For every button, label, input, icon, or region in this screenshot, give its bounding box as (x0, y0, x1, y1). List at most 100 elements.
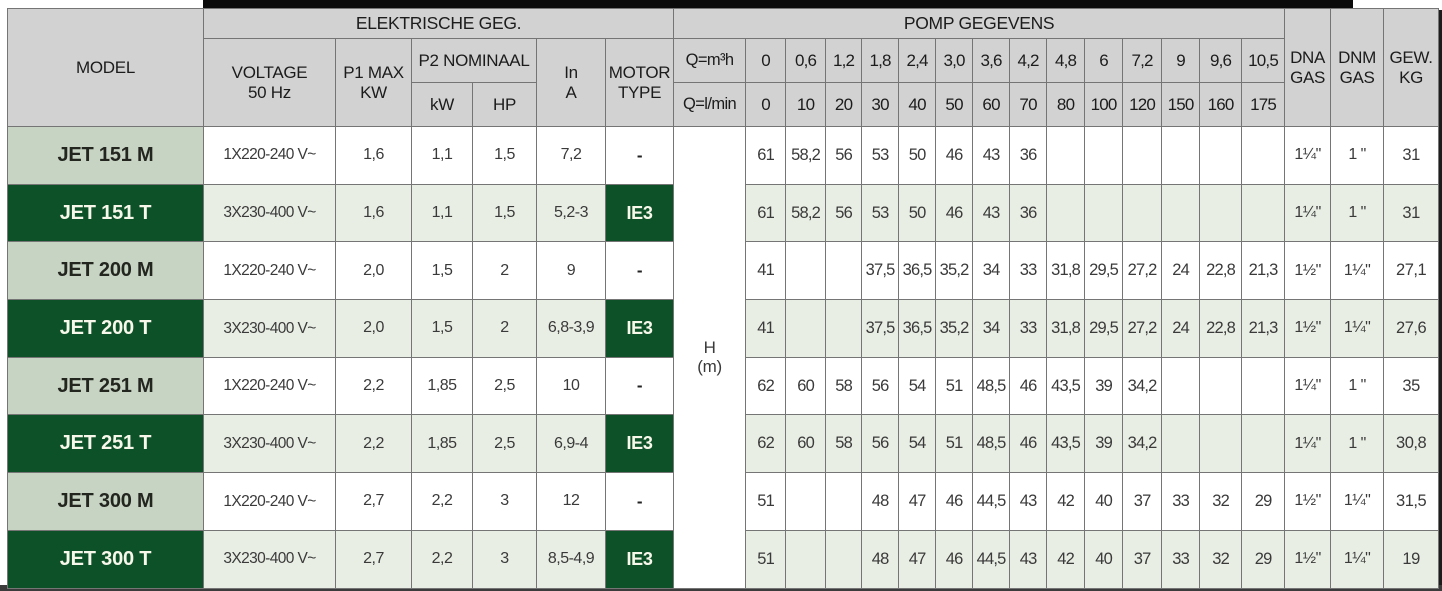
head-value (785, 241, 827, 301)
dna-gas-value: 1½" (1284, 472, 1332, 531)
q-lmin-value: 50 (935, 82, 974, 127)
p2-kw-value: 1,1 (411, 126, 473, 185)
gew-kg-value: 31,5 (1383, 472, 1440, 531)
head-value: 43 (1009, 472, 1048, 531)
table-right-border-bar (1436, 10, 1442, 588)
pomp-gegevens-header: POMP GEGEVENS (673, 8, 1286, 39)
pump-row: JET 251 T 3X230-400 V~ 2,2 1,85 2,5 6,9-4 IE3 6… (7, 414, 1440, 474)
voltage-value: 3X230-400 V~ (203, 299, 336, 358)
voltage-value: 3X230-400 V~ (203, 414, 336, 474)
head-value (1161, 126, 1201, 185)
q-m3h-value: 3,6 (972, 38, 1011, 83)
head-value: 29 (1241, 529, 1286, 589)
model-name: JET 200 T (7, 299, 204, 358)
head-value (1241, 414, 1286, 474)
head-value (785, 299, 827, 358)
head-value: 32 (1199, 529, 1243, 589)
gew-kg-value: 35 (1383, 356, 1440, 416)
dna-gas-value: 1¼" (1284, 414, 1332, 474)
head-value: 34,2 (1122, 414, 1163, 474)
head-value: 43 (1009, 529, 1048, 589)
motor-type-value: IE3 (604, 529, 675, 589)
q-lmin-value: 0 (745, 82, 787, 127)
elektrische-geg-header: ELEKTRISCHE GEG. (202, 8, 675, 39)
head-value: 41 (745, 299, 787, 358)
head-value: 32 (1199, 472, 1243, 531)
head-value: 33 (1161, 529, 1201, 589)
head-value: 48,5 (972, 414, 1011, 474)
dna-gas-value: 1½" (1284, 299, 1332, 358)
head-value: 21,3 (1241, 241, 1286, 301)
dna-gas-value: 1¼" (1284, 356, 1332, 416)
p2-nominaal-header: P2 NOMINAAL (411, 38, 537, 83)
head-value: 46 (1009, 414, 1048, 474)
dnm-gas-value: 1¼" (1330, 529, 1385, 589)
head-value: 33 (1161, 472, 1201, 531)
head-value: 61 (745, 126, 787, 185)
head-value: 43 (972, 126, 1011, 185)
head-value: 29,5 (1084, 241, 1124, 301)
q-m3h-value: 2,4 (898, 38, 937, 83)
table-top-border-bar (203, 0, 1353, 9)
p1-max-value: 2,7 (335, 472, 412, 531)
head-value: 48 (861, 472, 900, 531)
head-value: 27,2 (1122, 299, 1163, 358)
head-value: 56 (825, 183, 863, 243)
voltage-value: 1X220-240 V~ (203, 126, 336, 185)
head-value: 46 (935, 472, 974, 531)
head-value: 22,8 (1199, 241, 1243, 301)
head-value: 33 (1009, 299, 1048, 358)
pump-spec-table: MODEL ELEKTRISCHE GEG. POMP GEGEVENS DNA… (7, 8, 1440, 589)
p2-kw-value: 1,85 (411, 414, 473, 474)
p2-kw-value: 1,5 (411, 299, 473, 358)
head-value: 54 (898, 356, 937, 416)
q-m3h-value: 0,6 (785, 38, 827, 83)
q-m3h-value: 3,0 (935, 38, 974, 83)
q-lmin-value: 60 (972, 82, 1011, 127)
model-name: JET 300 M (7, 472, 204, 531)
pump-row: JET 151 M 1X220-240 V~ 1,6 1,1 1,5 7,2- H (m) 6… (7, 126, 1440, 589)
head-value (825, 529, 863, 589)
pump-row: JET 300 M 1X220-240 V~ 2,7 2,2 3 12-51 48 47 46 4… (7, 472, 1440, 531)
q-m3h-value: 1,2 (825, 38, 863, 83)
head-value: 43,5 (1046, 356, 1086, 416)
head-value: 42 (1046, 529, 1086, 589)
in-a-header: In A (536, 38, 606, 127)
model-name: JET 300 T (7, 529, 204, 589)
model-name: JET 200 M (7, 241, 204, 301)
voltage-header: VOLTAGE 50 Hz (203, 38, 336, 127)
head-value: 62 (745, 414, 787, 474)
p2-hp-value: 1,5 (472, 183, 537, 243)
p2-kw-value: 2,2 (411, 529, 473, 589)
gew-kg-value: 27,6 (1383, 299, 1440, 358)
table-bottom-border-bar (0, 585, 1442, 591)
dnm-gas-value: 1 " (1330, 414, 1385, 474)
in-a-value: 12 (536, 472, 606, 531)
head-value (1161, 183, 1201, 243)
head-value (1084, 183, 1124, 243)
head-value: 46 (935, 126, 974, 185)
head-value: 47 (898, 472, 937, 531)
head-value: 40 (1084, 472, 1124, 531)
q-lmin-value: 40 (898, 82, 937, 127)
head-value: 60 (785, 356, 827, 416)
head-value: 56 (861, 356, 900, 416)
q-lmin-value: 30 (861, 82, 900, 127)
head-value: 36,5 (898, 299, 937, 358)
p2-kw-value: 1,1 (411, 183, 473, 243)
motor-type-value: IE3 (604, 299, 675, 358)
pump-row: JET 200 M 1X220-240 V~ 2,0 1,5 2 9- 41 37,5 36,5… (7, 241, 1440, 301)
head-value (825, 241, 863, 301)
dnm-gas-value: 1¼" (1330, 299, 1385, 358)
table-body: JET 151 M 1X220-240 V~ 1,6 1,1 1,5 7,2- H (m) 6… (7, 126, 1440, 589)
head-value: 37,5 (861, 299, 900, 358)
head-value (825, 472, 863, 531)
head-value: 51 (935, 356, 974, 416)
dnm-gas-header: DNM GAS (1330, 8, 1385, 127)
dna-gas-value: 1¼" (1284, 126, 1332, 185)
head-value (1084, 126, 1124, 185)
dnm-gas-value: 1¼" (1330, 472, 1385, 531)
head-value: 21,3 (1241, 299, 1286, 358)
head-value: 48,5 (972, 356, 1011, 416)
in-a-value: 6,8-3,9 (536, 299, 606, 358)
